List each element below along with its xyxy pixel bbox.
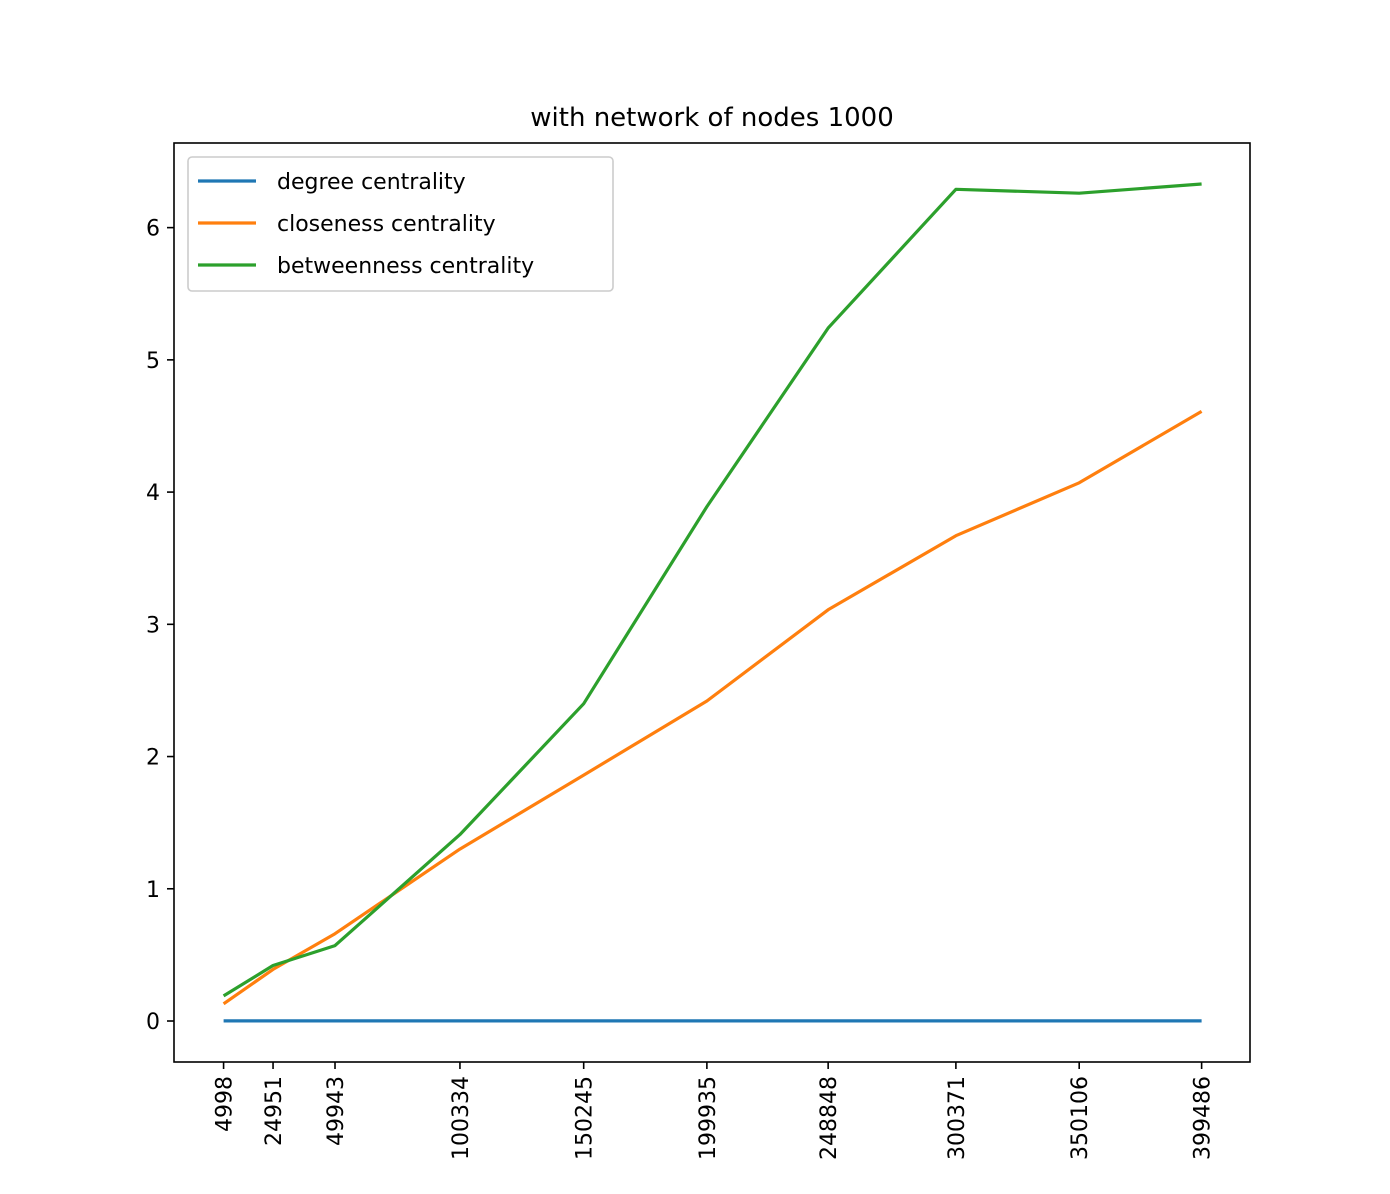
x-tick-label: 49943	[324, 1076, 349, 1146]
legend: degree centrality closeness centrality bet…	[187, 156, 614, 292]
y-tick-label: 0	[146, 1010, 160, 1035]
x-tick-label: 399486	[1191, 1076, 1216, 1160]
y-tick-label: 4	[146, 481, 160, 506]
legend-label-closeness-centrality: closeness centrality	[277, 212, 496, 237]
legend-label-betweenness-centrality: betweenness centrality	[277, 254, 534, 279]
plot-area-frame	[173, 142, 1251, 1063]
chart-title: with network of nodes 1000	[530, 103, 893, 133]
y-tick-label: 1	[146, 878, 160, 903]
x-tick-label: 248848	[817, 1076, 842, 1160]
x-tick-label: 350106	[1068, 1076, 1093, 1160]
x-tick-label: 199935	[696, 1076, 721, 1160]
series-line-betweenness-centrality	[222, 182, 1202, 998]
legend-label-degree-centrality: degree centrality	[277, 170, 466, 195]
x-tick-label: 150245	[573, 1076, 598, 1160]
y-tick-label: 5	[146, 349, 160, 374]
x-axis: 4998 24951 49943 100334 150245 199935 248848 30…	[213, 1062, 1216, 1160]
y-tick-label: 2	[146, 746, 160, 771]
x-tick-label: 300371	[945, 1076, 970, 1160]
legend-box	[187, 156, 614, 292]
x-tick-label: 24951	[262, 1076, 287, 1146]
series-layer	[222, 182, 1203, 1023]
y-tick-label: 3	[146, 613, 160, 638]
y-tick-label: 6	[146, 217, 160, 242]
x-tick-label: 4998	[213, 1076, 238, 1132]
y-axis: 0 1 2 3 4 5 6	[146, 217, 174, 1035]
x-tick-label: 100334	[449, 1076, 474, 1160]
series-line-closeness-centrality	[222, 410, 1203, 1006]
